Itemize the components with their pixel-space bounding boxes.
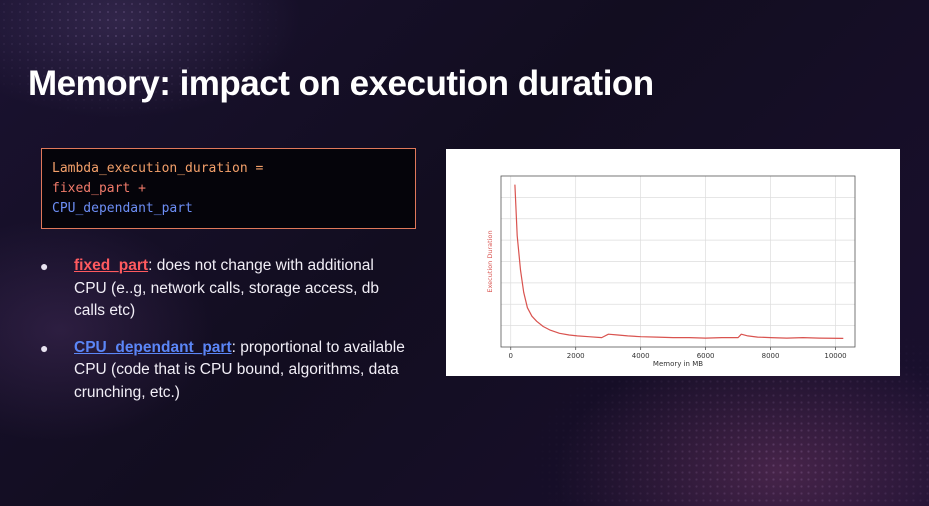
series-line-0 xyxy=(514,184,844,339)
chart-panel: 0 2000 4000 6000 8000 10000 Memory in MB Execut… xyxy=(446,149,900,376)
bullet-list: ● fixed_part: does not change with addit… xyxy=(40,255,410,418)
x-tick-label: 0 xyxy=(509,352,513,360)
x-tick-label: 10000 xyxy=(824,352,846,360)
x-axis-label: Memory in MB xyxy=(653,360,703,368)
bullet-fixed-part: ● fixed_part: does not change with addit… xyxy=(40,255,410,323)
code-line-2: fixed_part + xyxy=(52,181,146,196)
bullet-dot-icon: ● xyxy=(40,339,49,356)
slide-title: Memory: impact on execution duration xyxy=(28,64,654,103)
x-tick-label: 2000 xyxy=(567,352,585,360)
bullet-fixed-part-text: : does not change with additional CPU (e… xyxy=(74,257,379,319)
bullet-dot-icon: ● xyxy=(40,258,49,274)
term-cpu-dependant-part: CPU_dependant_part xyxy=(74,338,232,356)
code-line-3: CPU_dependant_part xyxy=(52,201,193,216)
x-tick-label: 4000 xyxy=(632,352,650,360)
x-tick-label: 6000 xyxy=(697,352,715,360)
bullet-cpu-dependant-part: ● CPU_dependant_part: proportional to av… xyxy=(40,337,410,405)
x-tick-label: 8000 xyxy=(762,352,780,360)
code-line-1: Lambda_execution_duration = xyxy=(52,161,264,176)
term-fixed-part: fixed_part xyxy=(74,257,149,274)
execution-duration-chart: 0 2000 4000 6000 8000 10000 Memory in MB Execut… xyxy=(486,175,856,368)
bullet-cpu-dependant-part-text: : proportional to available CPU (code th… xyxy=(74,338,405,401)
plot-frame xyxy=(500,175,856,348)
y-axis-label: Execution Duration xyxy=(486,230,494,292)
code-block: Lambda_execution_duration = fixed_part +… xyxy=(41,148,416,229)
